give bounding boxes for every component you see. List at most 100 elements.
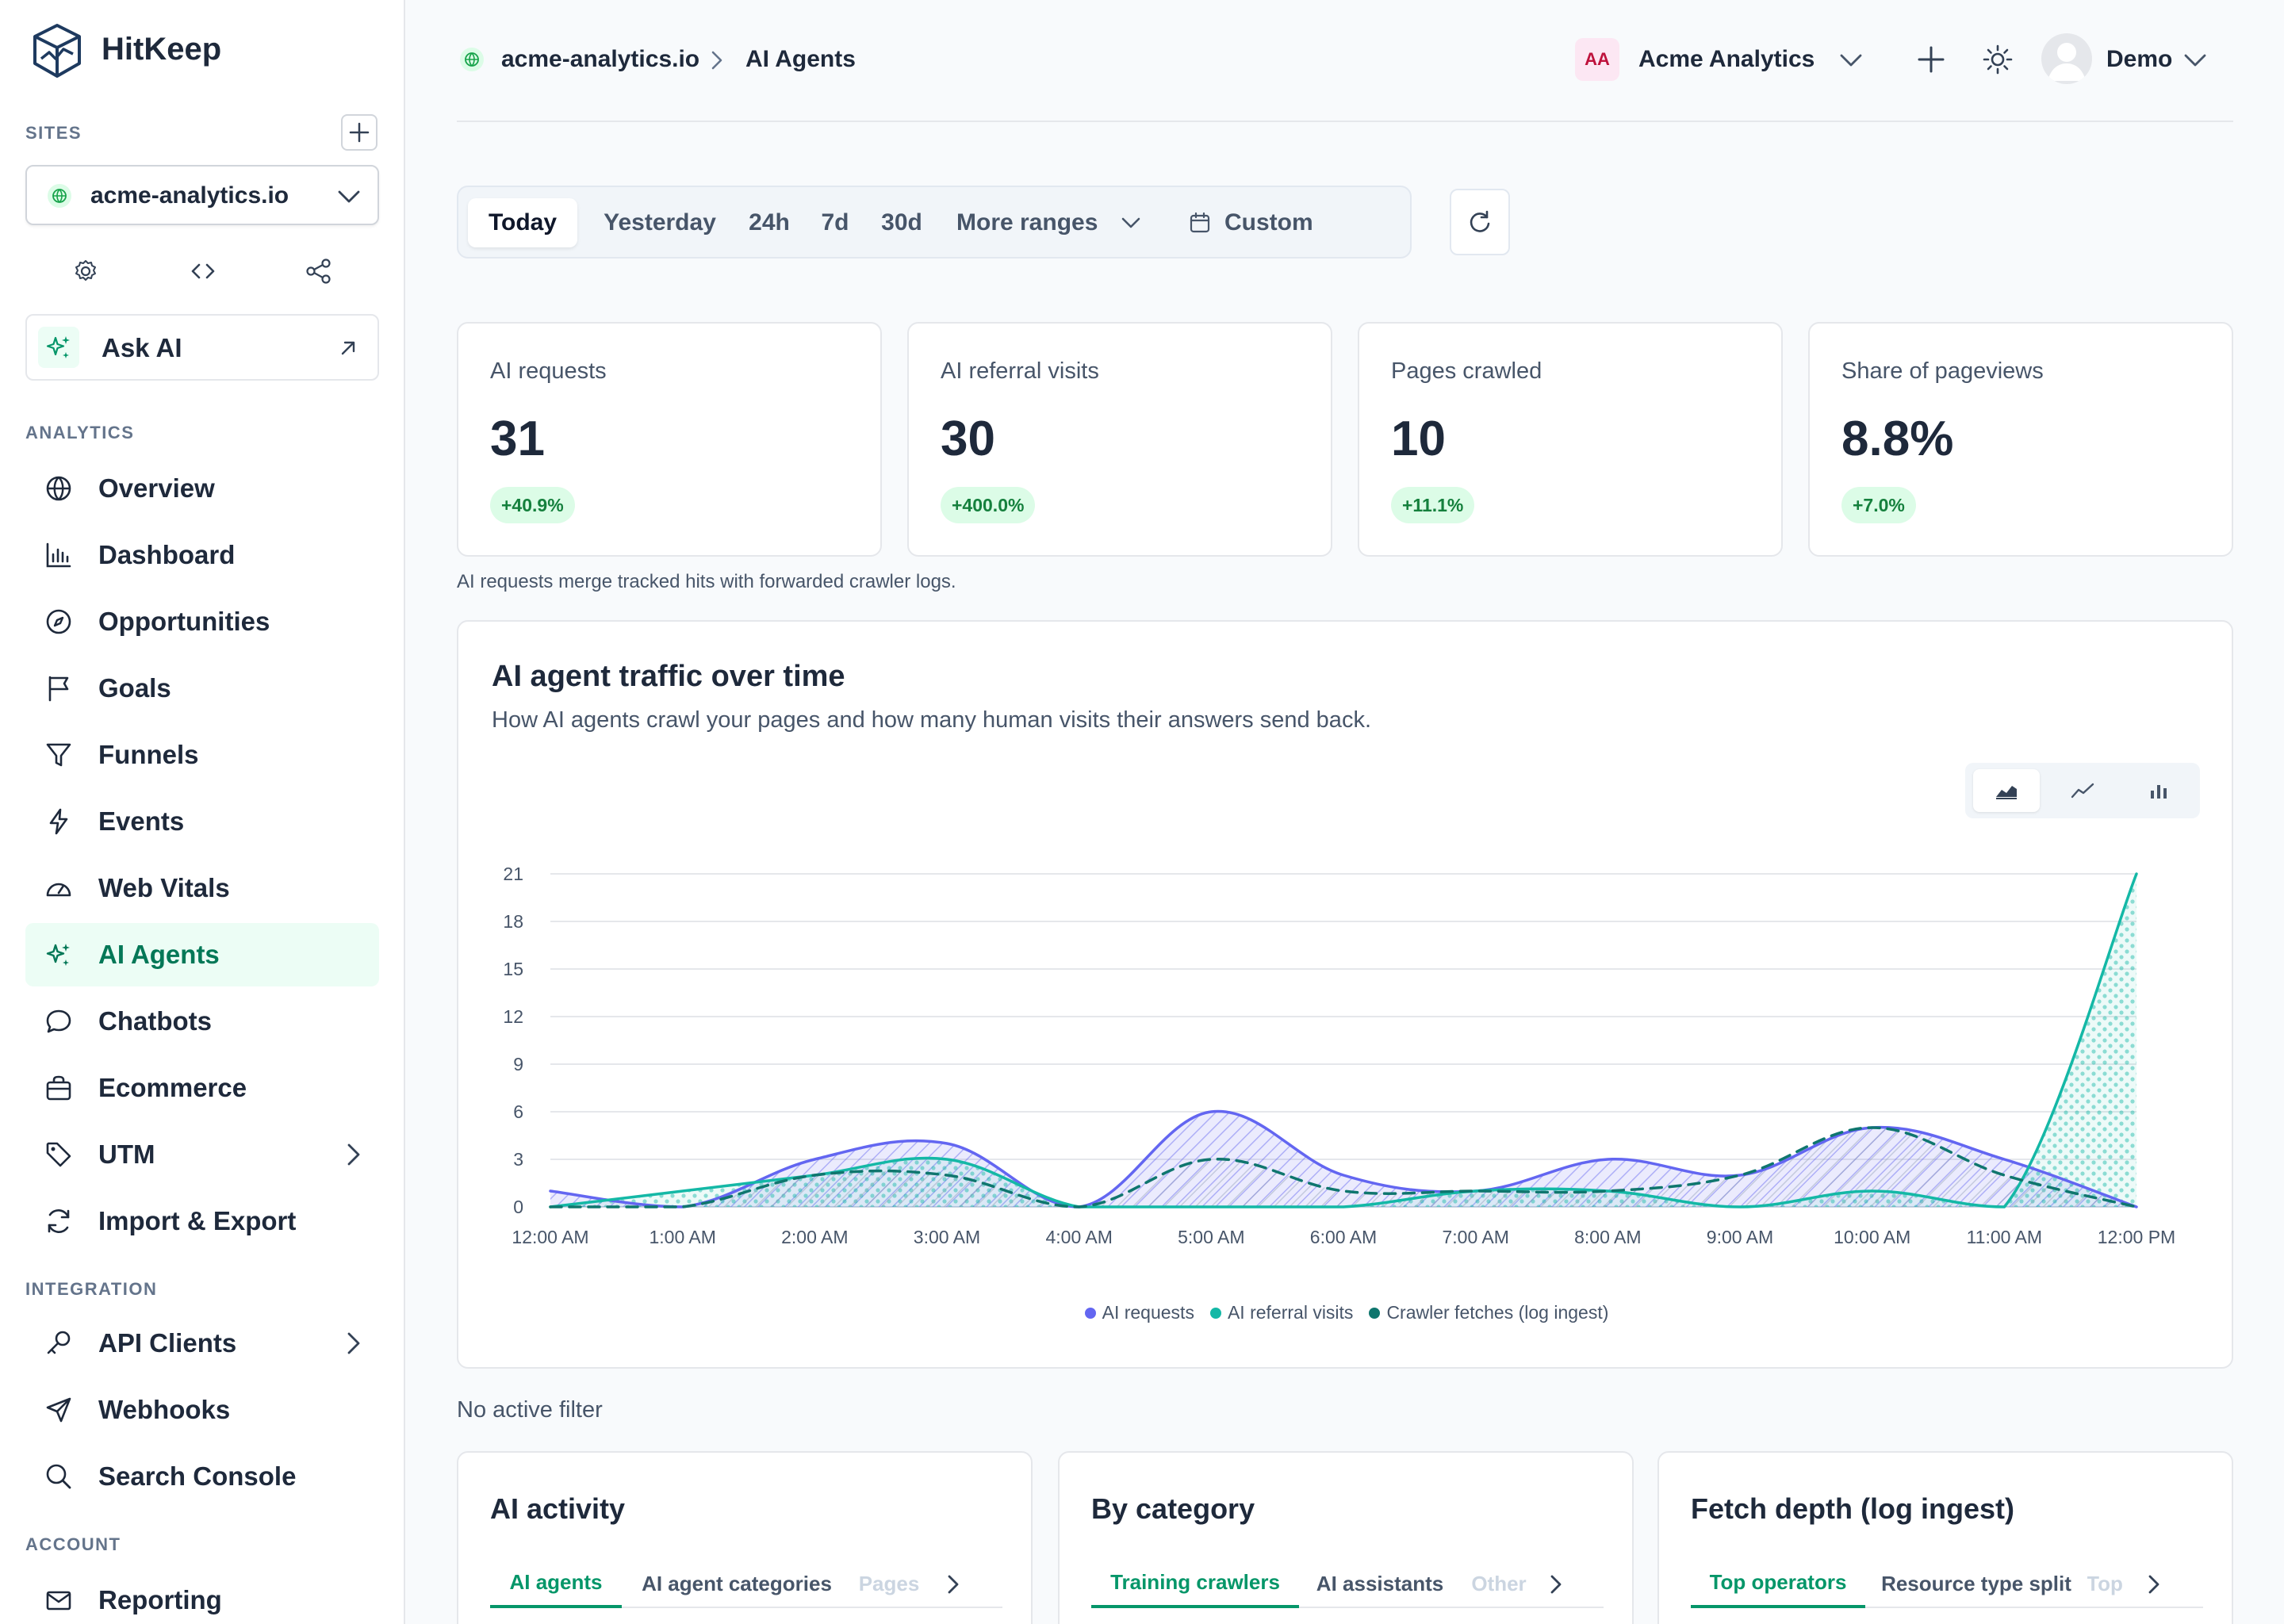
hitkeep-logo-icon [33,24,81,78]
sidebar-item-utm[interactable]: UTM [25,1123,379,1186]
range-yesterday-button[interactable]: Yesterday [604,209,716,236]
sidebar-item-ai-agents[interactable]: AI Agents [25,923,379,986]
range-7d-button[interactable]: 7d [821,209,849,236]
kpi-card-pages-crawled[interactable]: Pages crawled 10 +11.1% [1358,322,1783,557]
legend-item[interactable]: AI referral visits [1209,1302,1353,1323]
sidebar-item-label: Import & Export [98,1206,297,1235]
sidebar: HitKeep SITES acme-analytics.io Ask AI A… [0,0,405,1624]
tab-ai-agent-categories[interactable]: AI agent categories [642,1571,832,1595]
sidebar-item-label: Dashboard [98,540,236,569]
x-tick-label: 7:00 AM [1442,1227,1508,1247]
sidebar-item-import-export[interactable]: Import & Export [25,1189,379,1253]
sidebar-item-goals[interactable]: Goals [25,657,379,720]
tab-resource-type-split[interactable]: Resource type split [1881,1571,2071,1595]
sidebar-item-webhooks[interactable]: Webhooks [25,1378,379,1442]
tab-top-operators[interactable]: Top operators [1691,1559,1865,1608]
site-globe-icon [460,48,484,71]
sidebar-item-overview[interactable]: Overview [25,457,379,520]
sidebar-item-opportunities[interactable]: Opportunities [25,590,379,653]
tab-ai-assistants[interactable]: AI assistants [1316,1571,1444,1595]
card-title: AI activity [490,1492,626,1525]
chevron-right-icon[interactable] [1546,1572,1565,1597]
kpi-card-share-of-pageviews[interactable]: Share of pageviews 8.8% +7.0% [1808,322,2233,557]
code-icon [191,263,215,279]
site-selector[interactable]: acme-analytics.io [25,165,379,225]
x-tick-label: 8:00 AM [1574,1227,1641,1247]
chevron-right-icon[interactable] [2144,1572,2163,1597]
theme-toggle-button[interactable] [1981,43,2014,76]
legend-item[interactable]: Crawler fetches (log ingest) [1369,1302,1608,1323]
y-tick-label: 0 [513,1197,523,1217]
org-name: Acme Analytics [1638,46,1815,72]
sidebar-item-funnels[interactable]: Funnels [25,723,379,787]
bar-view-button[interactable] [2125,769,2192,812]
more-ranges-dropdown[interactable]: More ranges [937,198,1172,247]
calendar-icon [1190,212,1210,233]
y-tick-label: 15 [503,959,523,979]
brand-logo[interactable] [32,22,82,79]
chat-icon [43,1005,75,1037]
chart-subtitle: How AI agents crawl your pages and how m… [492,707,1371,733]
legend-item[interactable]: AI requests [1084,1302,1194,1323]
tab-pages[interactable]: Pages [858,1571,920,1595]
area-view-button[interactable] [1973,769,2040,812]
plus-icon [349,122,370,143]
share-icon [306,259,331,284]
gear-icon [75,260,96,281]
search-icon [43,1461,75,1492]
share-site-button[interactable] [303,255,335,287]
breadcrumb-site[interactable]: acme-analytics.io [501,46,700,72]
sidebar-item-web-vitals[interactable]: Web Vitals [25,856,379,920]
y-axis-ticks: 0 3 6 9 12 15 18 21 [503,864,523,1217]
add-button[interactable] [1914,43,1948,76]
sidebar-item-label: Goals [98,673,171,703]
kpi-card-ai-referral-visits[interactable]: AI referral visits 30 +400.0% [907,322,1332,557]
sidebar-item-chatbots[interactable]: Chatbots [25,990,379,1053]
legend-swatch [1084,1307,1096,1319]
tab-training-crawlers[interactable]: Training crawlers [1091,1559,1299,1608]
kpi-change-badge: +11.1% [1391,487,1475,523]
sidebar-item-api-clients[interactable]: API Clients [25,1312,379,1375]
y-tick-label: 21 [503,864,523,884]
x-tick-label: 2:00 AM [781,1227,848,1247]
sync-icon [43,1205,75,1237]
tab-ai-agents[interactable]: AI agents [490,1559,622,1608]
kpi-card-ai-requests[interactable]: AI requests 31 +40.9% [457,322,882,557]
kpi-label: Pages crawled [1391,358,1542,384]
ask-ai-button[interactable]: Ask AI [25,314,379,381]
external-arrow-icon [341,341,355,355]
sidebar-item-events[interactable]: Events [25,790,379,853]
bar-chart-icon [43,539,75,571]
user-menu[interactable]: Demo [2041,33,2232,86]
range-30d-button[interactable]: 30d [881,209,922,236]
sidebar-item-ecommerce[interactable]: Ecommerce [25,1056,379,1120]
x-tick-label: 11:00 AM [1967,1227,2042,1247]
x-tick-label: 4:00 AM [1045,1227,1112,1247]
range-24h-button[interactable]: 24h [749,209,790,236]
ai-referral-visits-line[interactable] [549,872,2138,1208]
add-site-button[interactable] [341,114,377,151]
x-tick-label: 12:00 PM [2098,1227,2175,1247]
legend-swatch [1209,1307,1221,1319]
sidebar-item-dashboard[interactable]: Dashboard [25,523,379,587]
chart-areas [550,874,2136,1207]
flag-icon [43,672,75,704]
kpi-value: 30 [941,412,995,466]
sidebar-item-reporting[interactable]: Reporting [25,1568,379,1624]
site-name: acme-analytics.io [90,182,289,209]
crawler-fetches-line[interactable] [549,1126,2138,1208]
tab-top[interactable]: Top [2087,1571,2122,1595]
line-view-button[interactable] [2049,769,2116,812]
breadcrumb-page: AI Agents [745,46,856,72]
range-today-button[interactable]: Today [468,198,577,247]
traffic-chart: 0 3 6 9 12 15 18 21 12:00 AM 1:00 AM 2:00 AM 3:00 … [503,864,2175,1247]
sidebar-item-search-console[interactable]: Search Console [25,1445,379,1508]
chevron-right-icon[interactable] [944,1572,963,1597]
org-switcher[interactable]: AA Acme Analytics [1575,36,1862,82]
site-settings-button[interactable] [70,255,102,287]
custom-range-button[interactable]: Custom [1175,198,1401,247]
refresh-button[interactable] [1450,189,1510,255]
tab-other[interactable]: Other [1471,1571,1527,1595]
send-icon [43,1394,75,1426]
tracking-code-button[interactable] [187,255,219,287]
